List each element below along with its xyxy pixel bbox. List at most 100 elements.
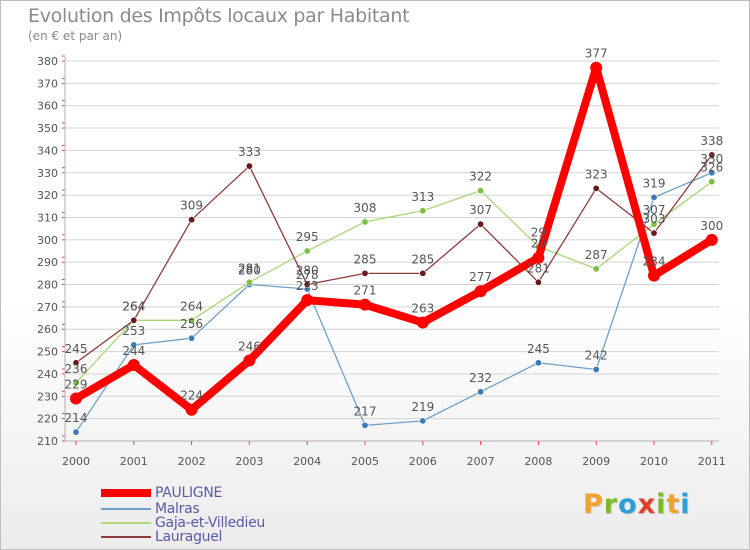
- x-tick-label: 2001: [120, 455, 148, 468]
- legend-item-pauligne: PAULIGNE: [101, 486, 222, 500]
- chart-title: Evolution des Impôts locaux par Habitant: [28, 5, 410, 27]
- data-point-gaja-et-villedieu: [361, 218, 369, 226]
- data-label-malras: 219: [411, 400, 434, 414]
- data-point-pauligne: [70, 392, 82, 405]
- data-point-pauligne: [532, 251, 545, 264]
- x-tick-label: 2004: [293, 455, 321, 468]
- line-chart: 2102202302402502602702802903003103203303…: [37, 47, 726, 468]
- logo-letter: x: [637, 489, 657, 520]
- data-point-lauraguel: [72, 359, 80, 367]
- y-tick-label: 250: [37, 346, 58, 359]
- legend-swatch-malras: [101, 508, 151, 510]
- data-point-gaja-et-villedieu: [592, 265, 600, 273]
- data-point-gaja-et-villedieu: [303, 247, 311, 255]
- data-label-pauligne: 246: [238, 340, 261, 354]
- data-point-gaja-et-villedieu: [419, 207, 427, 215]
- data-point-pauligne: [301, 294, 314, 307]
- y-tick-label: 270: [37, 301, 58, 314]
- data-label-pauligne: 263: [411, 302, 434, 316]
- data-point-malras: [708, 169, 716, 177]
- data-label-lauraguel: 281: [527, 261, 550, 275]
- data-label-malras: 232: [469, 371, 492, 385]
- data-label-lauraguel: 264: [122, 299, 145, 313]
- x-tick-label: 2002: [178, 455, 206, 468]
- data-label-pauligne: 29: [531, 237, 546, 251]
- data-label-lauraguel: 333: [238, 145, 261, 159]
- data-label-pauligne: 377: [585, 47, 608, 61]
- series-line-malras: [75, 172, 713, 433]
- chart-subtitle: (en € et par an): [28, 29, 123, 43]
- data-label-gaja-et-villedieu: 236: [65, 362, 88, 376]
- data-point-pauligne: [185, 403, 198, 416]
- data-label-malras: 245: [527, 342, 550, 356]
- data-point-lauraguel: [477, 220, 485, 228]
- data-label-gaja-et-villedieu: 313: [411, 190, 434, 204]
- y-tick-label: 290: [37, 256, 58, 269]
- series-line-gaja-et-villedieu: [75, 181, 713, 384]
- y-tick-label: 230: [37, 390, 58, 403]
- data-label-pauligne: 284: [643, 255, 666, 269]
- data-label-gaja-et-villedieu: 264: [180, 299, 203, 313]
- y-tick-label: 310: [37, 211, 58, 224]
- data-point-lauraguel: [650, 229, 658, 237]
- data-label-gaja-et-villedieu: 287: [585, 248, 608, 262]
- data-point-pauligne: [359, 298, 371, 311]
- logo-letter: o: [618, 489, 638, 520]
- data-label-lauraguel: 280: [296, 264, 319, 278]
- legend-label-malras: Malras: [155, 501, 200, 517]
- x-tick-label: 2006: [409, 455, 437, 468]
- legend-item-malras: Malras: [101, 501, 200, 517]
- legend-label-lauraguel: Lauraguel: [155, 529, 223, 545]
- data-label-pauligne: 277: [469, 270, 492, 284]
- data-point-pauligne: [590, 61, 603, 74]
- data-label-gaja-et-villedieu: 281: [238, 261, 261, 275]
- y-tick-label: 300: [37, 234, 58, 247]
- data-label-lauraguel: 307: [469, 203, 492, 217]
- data-label-gaja-et-villedieu: 308: [354, 201, 377, 215]
- data-point-lauraguel: [592, 184, 600, 192]
- logo-letter: P: [583, 489, 604, 520]
- data-label-malras: 280: [238, 264, 261, 278]
- data-label-malras: 242: [585, 348, 608, 362]
- data-point-lauraguel: [419, 269, 427, 277]
- data-label-malras: 278: [296, 268, 319, 282]
- data-label-lauraguel: 309: [180, 199, 203, 213]
- data-label-malras: 256: [180, 317, 203, 331]
- x-tick-label: 2007: [467, 455, 495, 468]
- data-point-lauraguel: [534, 278, 542, 286]
- data-label-malras: 217: [354, 404, 377, 418]
- data-point-malras: [188, 334, 196, 342]
- y-tick-label: 260: [37, 323, 58, 336]
- data-label-malras: 319: [643, 176, 666, 190]
- y-tick-label: 340: [37, 144, 58, 157]
- data-label-pauligne: 271: [354, 284, 377, 298]
- series-line-lauraguel: [75, 154, 713, 364]
- data-label-lauraguel: 285: [411, 252, 434, 266]
- data-label-malras: 253: [122, 324, 145, 338]
- data-label-lauraguel: 285: [354, 252, 377, 266]
- y-tick-label: 370: [37, 77, 58, 90]
- y-tick-label: 280: [37, 279, 58, 292]
- logo-letter: i: [680, 489, 691, 520]
- data-point-malras: [477, 388, 485, 396]
- data-point-pauligne: [705, 233, 718, 246]
- x-tick-label: 2008: [524, 455, 552, 468]
- data-label-malras: 214: [65, 411, 88, 425]
- data-point-malras: [592, 365, 600, 373]
- data-label-gaja-et-villedieu: 326: [700, 161, 723, 175]
- y-tick-label: 320: [37, 189, 58, 202]
- data-label-gaja-et-villedieu: 295: [296, 230, 319, 244]
- x-tick-label: 2011: [698, 455, 726, 468]
- data-point-lauraguel: [130, 316, 138, 324]
- data-point-gaja-et-villedieu: [72, 379, 80, 387]
- x-tick-label: 2009: [582, 455, 610, 468]
- data-point-pauligne: [474, 285, 487, 298]
- logo-letter: t: [666, 489, 681, 520]
- data-point-malras: [361, 421, 369, 429]
- data-point-malras: [72, 428, 80, 436]
- data-point-malras: [650, 193, 658, 201]
- data-point-lauraguel: [708, 151, 716, 159]
- legend-swatch-pauligne: [101, 489, 151, 497]
- series-line-pauligne: [72, 63, 716, 414]
